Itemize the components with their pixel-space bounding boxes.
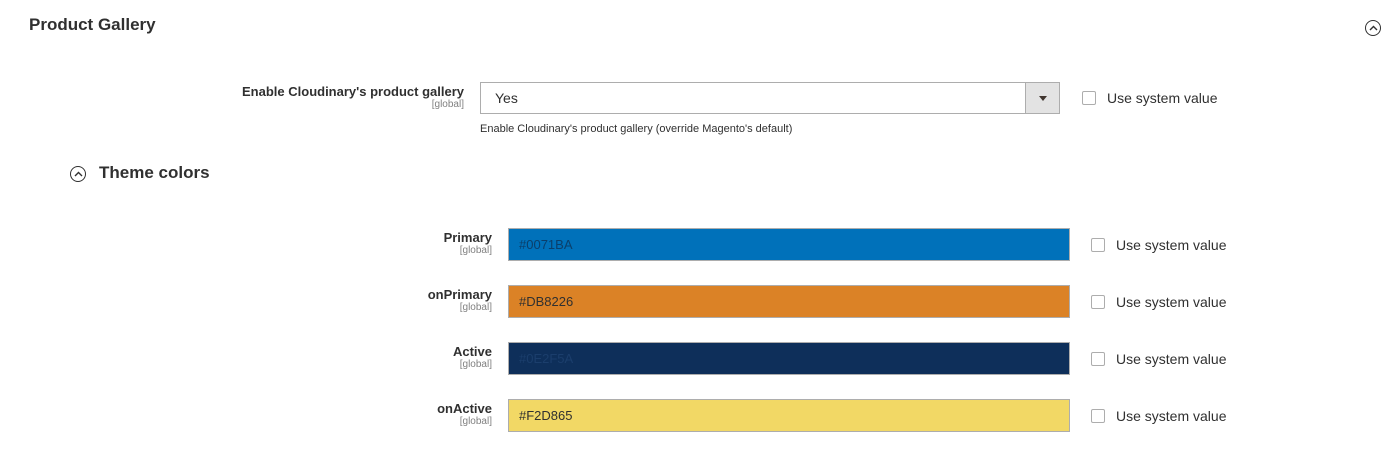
use-system-label: Use system value [1116,351,1227,367]
dropdown-arrow-icon[interactable] [1025,83,1059,113]
primary-color-input[interactable]: #0071BA [508,228,1070,261]
checkbox[interactable] [1091,238,1105,252]
primary-color-value: #0071BA [519,237,573,252]
active-label: Active [global] [453,344,492,370]
checkbox[interactable] [1091,409,1105,423]
use-system-label: Use system value [1116,294,1227,310]
checkbox[interactable] [1091,295,1105,309]
onprimary-color-input[interactable]: #DB8226 [508,285,1070,318]
active-use-system[interactable]: Use system value [1091,351,1226,367]
checkbox[interactable] [1082,91,1096,105]
use-system-label: Use system value [1116,237,1227,253]
onactive-scope: [global] [459,416,492,427]
collapse-section-icon[interactable] [1365,20,1381,36]
onprimary-scope: [global] [459,302,492,313]
gallery-enable-note: Enable Cloudinary's product gallery (ove… [480,123,793,135]
primary-scope: [global] [459,245,492,256]
gallery-enable-select-value: Yes [495,90,518,106]
primary-use-system[interactable]: Use system value [1091,237,1226,253]
gallery-enable-label: Enable Cloudinary's product gallery [glo… [242,84,464,110]
checkbox[interactable] [1091,352,1105,366]
collapse-theme-icon[interactable] [70,166,86,182]
onactive-use-system[interactable]: Use system value [1091,408,1226,424]
onactive-color-input[interactable]: #F2D865 [508,399,1070,432]
onprimary-label-text: onPrimary [427,287,492,302]
active-color-value: #0E2F5A [519,351,574,366]
primary-label-text: Primary [443,230,492,245]
onprimary-label: onPrimary [global] [428,287,492,313]
section-title[interactable]: Product Gallery [29,15,156,34]
gallery-enable-use-system[interactable]: Use system value [1082,90,1217,106]
primary-label: Primary [global] [444,230,492,256]
gallery-enable-label-text: Enable Cloudinary's product gallery [242,84,464,99]
onactive-color-value: #F2D865 [519,408,573,423]
active-scope: [global] [459,359,492,370]
theme-colors-title[interactable]: Theme colors [99,163,210,182]
onactive-label: onActive [global] [437,401,492,427]
onprimary-use-system[interactable]: Use system value [1091,294,1226,310]
use-system-label: Use system value [1107,90,1218,106]
active-color-input[interactable]: #0E2F5A [508,342,1070,375]
active-label-text: Active [452,344,492,359]
use-system-label: Use system value [1116,408,1227,424]
gallery-enable-scope: [global] [431,99,464,110]
gallery-enable-select[interactable]: Yes [480,82,1060,114]
onprimary-color-value: #DB8226 [519,294,574,309]
onactive-label-text: onActive [437,401,492,416]
